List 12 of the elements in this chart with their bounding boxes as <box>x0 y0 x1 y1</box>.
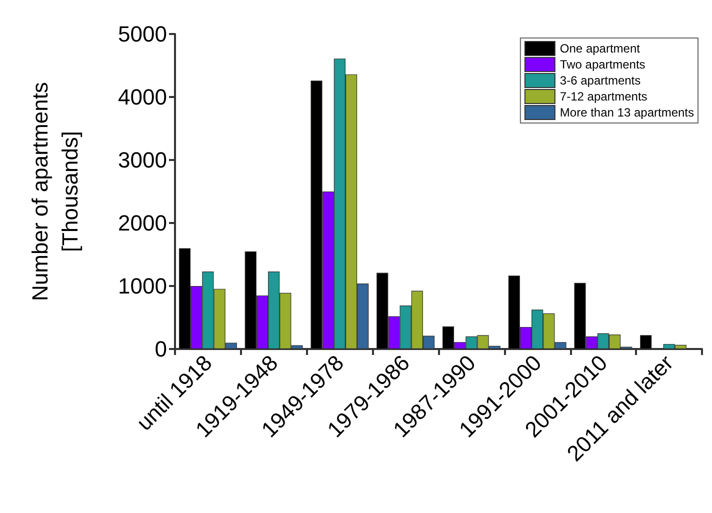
y-tick-label: 5000 <box>118 22 167 46</box>
legend-label: Two apartments <box>560 58 646 72</box>
legend-label: More than 13 apartments <box>560 106 694 120</box>
legend-label: 3-6 apartments <box>560 74 641 88</box>
y-tick-label: 1000 <box>118 274 167 298</box>
legend-label: One apartment <box>560 42 641 56</box>
legend-label: 7-12 apartments <box>560 90 648 104</box>
y-tick-label: 3000 <box>118 148 167 172</box>
y-tick-label: 2000 <box>118 210 167 236</box>
y-axis-title: Number of apartments [Thousands] <box>28 82 82 301</box>
y-tick-label: 4000 <box>118 84 167 110</box>
y-tick-label: 0 <box>154 336 167 362</box>
